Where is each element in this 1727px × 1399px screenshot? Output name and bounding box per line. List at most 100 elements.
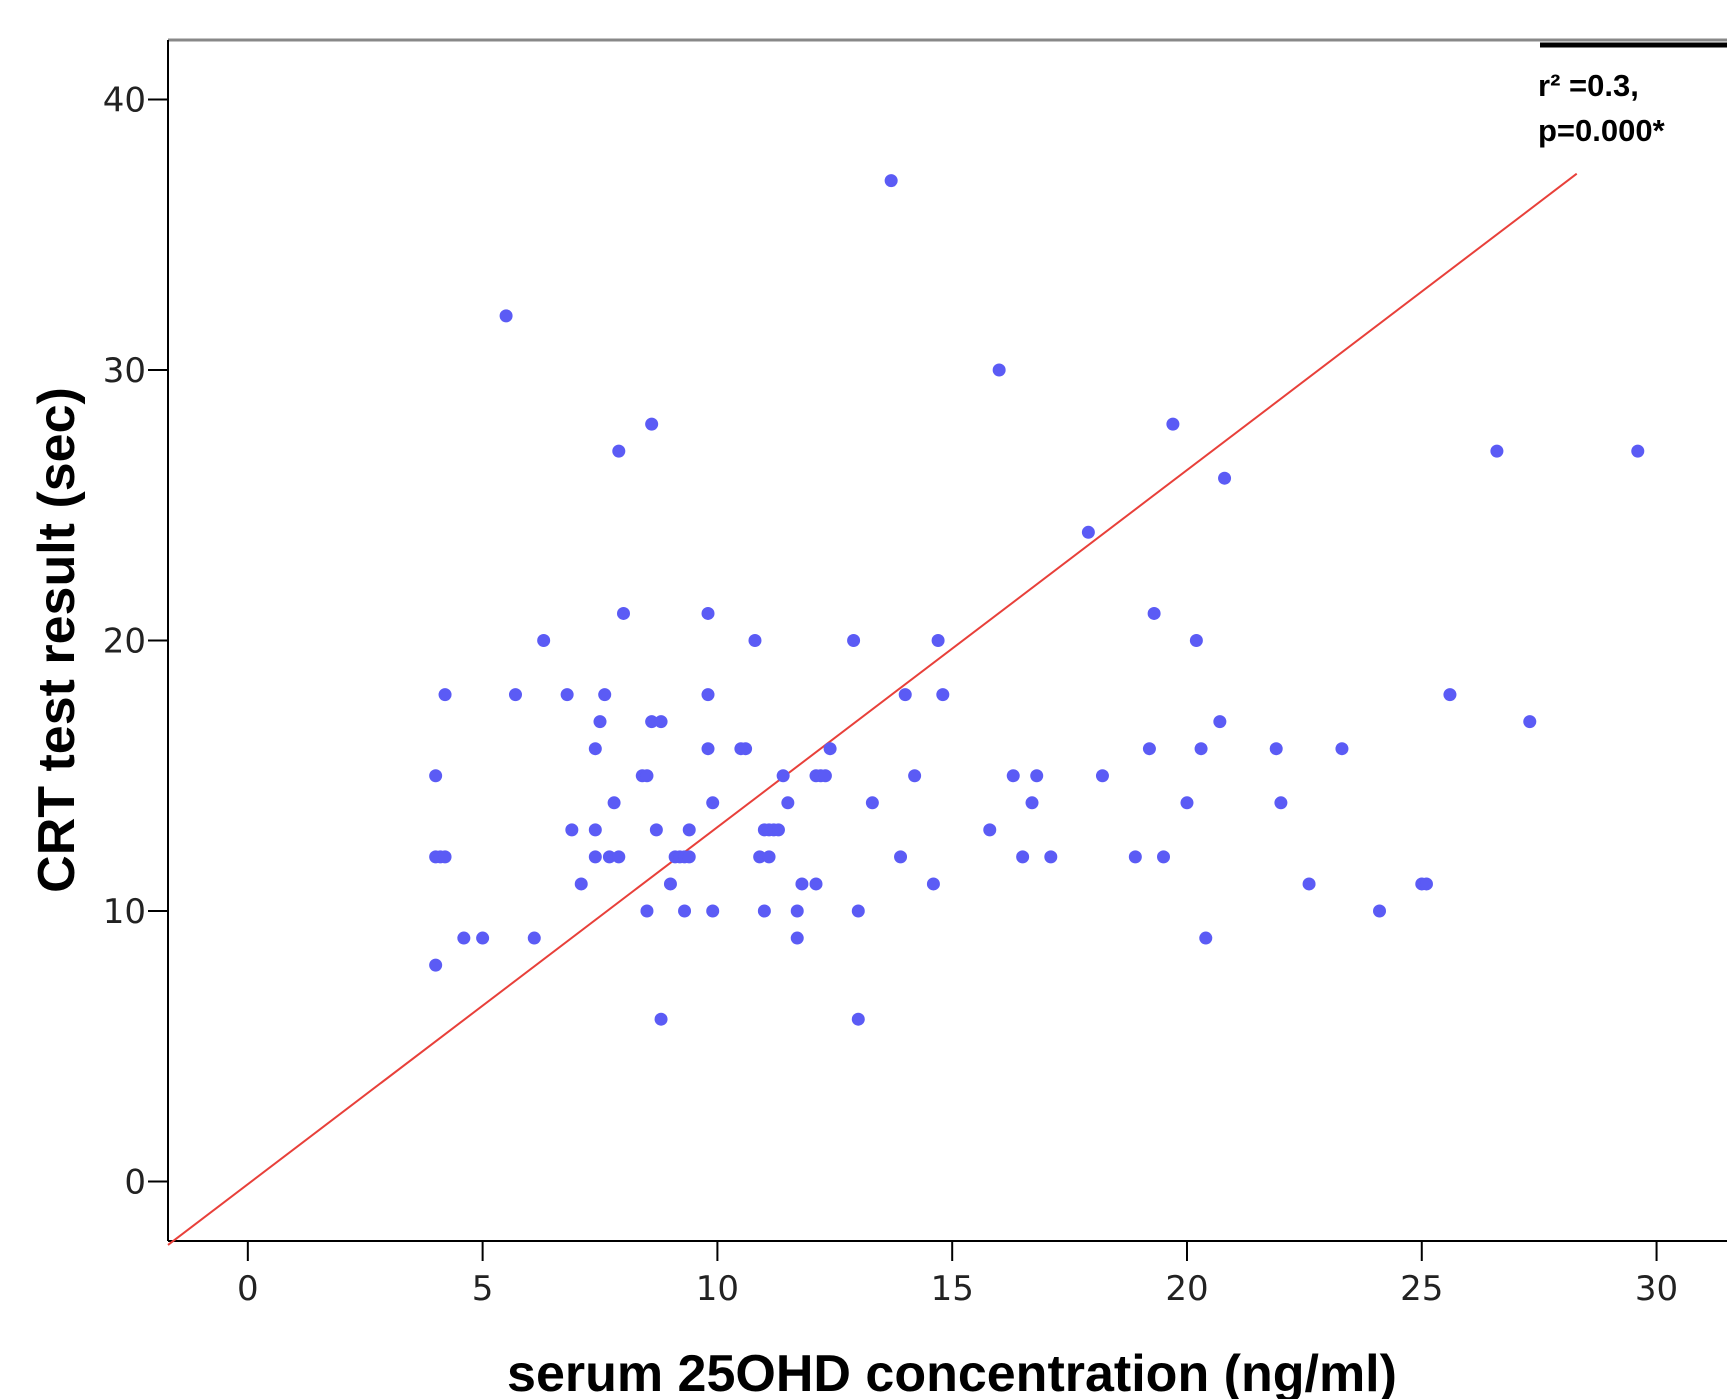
scatter-point-57: [790, 904, 804, 918]
scatter-point-83: [1081, 525, 1095, 539]
scatter-point-95: [1218, 471, 1232, 485]
scatter-point-103: [1443, 688, 1457, 702]
scatter-point-20: [602, 850, 616, 864]
scatter-point-86: [1142, 742, 1156, 756]
scatter-point-75: [936, 688, 950, 702]
scatter-point-64: [823, 742, 837, 756]
scatter-point-46: [739, 742, 753, 756]
x-tick-label-30: 30: [1635, 1269, 1678, 1309]
scatter-point-38: [682, 823, 696, 837]
scatter-point-32: [654, 1012, 668, 1026]
scatter-point-36: [678, 904, 692, 918]
scatter-point-28: [645, 715, 659, 729]
scatter-point-48: [753, 850, 767, 864]
scatter-point-42: [701, 742, 715, 756]
scatter-point-33: [663, 877, 677, 891]
scatter-point-67: [851, 1012, 865, 1026]
scatter-point-58: [790, 931, 804, 945]
annotation-box: r² =0.3, p=0.000*: [1538, 62, 1727, 158]
scatter-point-87: [1147, 606, 1161, 620]
scatter-point-14: [574, 877, 588, 891]
scatter-point-23: [612, 444, 626, 458]
scatter-point-60: [809, 877, 823, 891]
scatter-point-31: [654, 715, 668, 729]
scatter-point-100: [1373, 904, 1387, 918]
scatter-point-85: [1128, 850, 1142, 864]
x-tick-label-10: 10: [696, 1269, 739, 1309]
annotation-p-value: p=0.000*: [1538, 113, 1666, 148]
scatter-point-22: [612, 850, 626, 864]
scatter-point-24: [616, 606, 630, 620]
scatter-point-16: [588, 823, 602, 837]
scatter-point-80: [1025, 796, 1039, 810]
scatter-point-40: [701, 688, 715, 702]
scatter-point-8: [499, 309, 513, 323]
scatter-point-73: [926, 877, 940, 891]
scatter-point-72: [908, 769, 922, 783]
scatter-point-93: [1199, 931, 1213, 945]
scatter-point-26: [640, 769, 654, 783]
y-tick-label-20: 20: [103, 622, 146, 662]
scatter-point-44: [706, 904, 720, 918]
scatter-point-3: [438, 850, 452, 864]
y-tick-label-0: 0: [124, 1162, 146, 1202]
scatter-point-106: [1631, 444, 1645, 458]
scatter-point-10: [527, 931, 541, 945]
scatter-point-102: [1419, 877, 1433, 891]
scatter-point-70: [894, 850, 908, 864]
scatter-point-7: [476, 931, 490, 945]
scatter-point-21: [607, 796, 621, 810]
y-axis-title: CRT test result (sec): [28, 387, 86, 893]
scatter-point-30: [649, 823, 663, 837]
scatter-point-88: [1157, 850, 1171, 864]
scatter-point-65: [847, 634, 861, 647]
x-axis-title: serum 25OHD concentration (ng/ml): [507, 1345, 1397, 1399]
scatter-point-51: [762, 850, 776, 864]
scatter-point-15: [588, 742, 602, 756]
scatter-point-29: [645, 417, 659, 431]
scatter-point-92: [1194, 742, 1208, 756]
fit-line-layer: [167, 172, 1578, 1246]
scatter-point-98: [1302, 877, 1316, 891]
scatter-point-47: [748, 634, 762, 647]
scatter-point-99: [1335, 742, 1349, 756]
scatter-point-77: [992, 363, 1006, 377]
scatter-point-27: [640, 904, 654, 918]
scatter-point-18: [593, 715, 607, 729]
scatter-point-68: [865, 796, 879, 810]
scatter-point-54: [771, 823, 785, 837]
scatter-point-96: [1269, 742, 1283, 756]
annotation-background: [1538, 62, 1727, 158]
scatter-point-105: [1523, 715, 1537, 729]
scatter-point-81: [1030, 769, 1044, 783]
scatter-point-13: [565, 823, 579, 837]
scatter-point-59: [795, 877, 809, 891]
scatter-point-11: [537, 634, 551, 647]
scatter-point-97: [1274, 796, 1288, 810]
scatter-point-79: [1016, 850, 1030, 864]
scatter-point-104: [1490, 444, 1504, 458]
scatter-point-69: [884, 174, 898, 188]
scatter-point-91: [1189, 634, 1203, 647]
scatter-point-84: [1095, 769, 1109, 783]
scatter-point-17: [588, 850, 602, 864]
x-axis-ticks: 0 5 10 15 20 25 30: [237, 1241, 1678, 1309]
annotation-r-squared: r² =0.3,: [1538, 68, 1639, 103]
fit-line: [167, 172, 1578, 1246]
plot-frame: [167, 38, 1727, 1242]
scatter-point-89: [1166, 417, 1180, 431]
scatter-point-43: [706, 796, 720, 810]
scatter-point-50: [757, 904, 771, 918]
scatter-point-55: [776, 769, 790, 783]
x-tick-label-25: 25: [1400, 1269, 1443, 1309]
scatter-point-12: [560, 688, 574, 702]
scatter-point-39: [682, 850, 696, 864]
scatter-point-82: [1044, 850, 1058, 864]
x-tick-label-5: 5: [472, 1269, 494, 1309]
scatter-point-19: [598, 688, 612, 702]
y-tick-label-40: 40: [103, 81, 146, 121]
y-tick-label-10: 10: [103, 892, 146, 932]
scatter-point-6: [457, 931, 471, 945]
scatter-point-78: [1006, 769, 1020, 783]
